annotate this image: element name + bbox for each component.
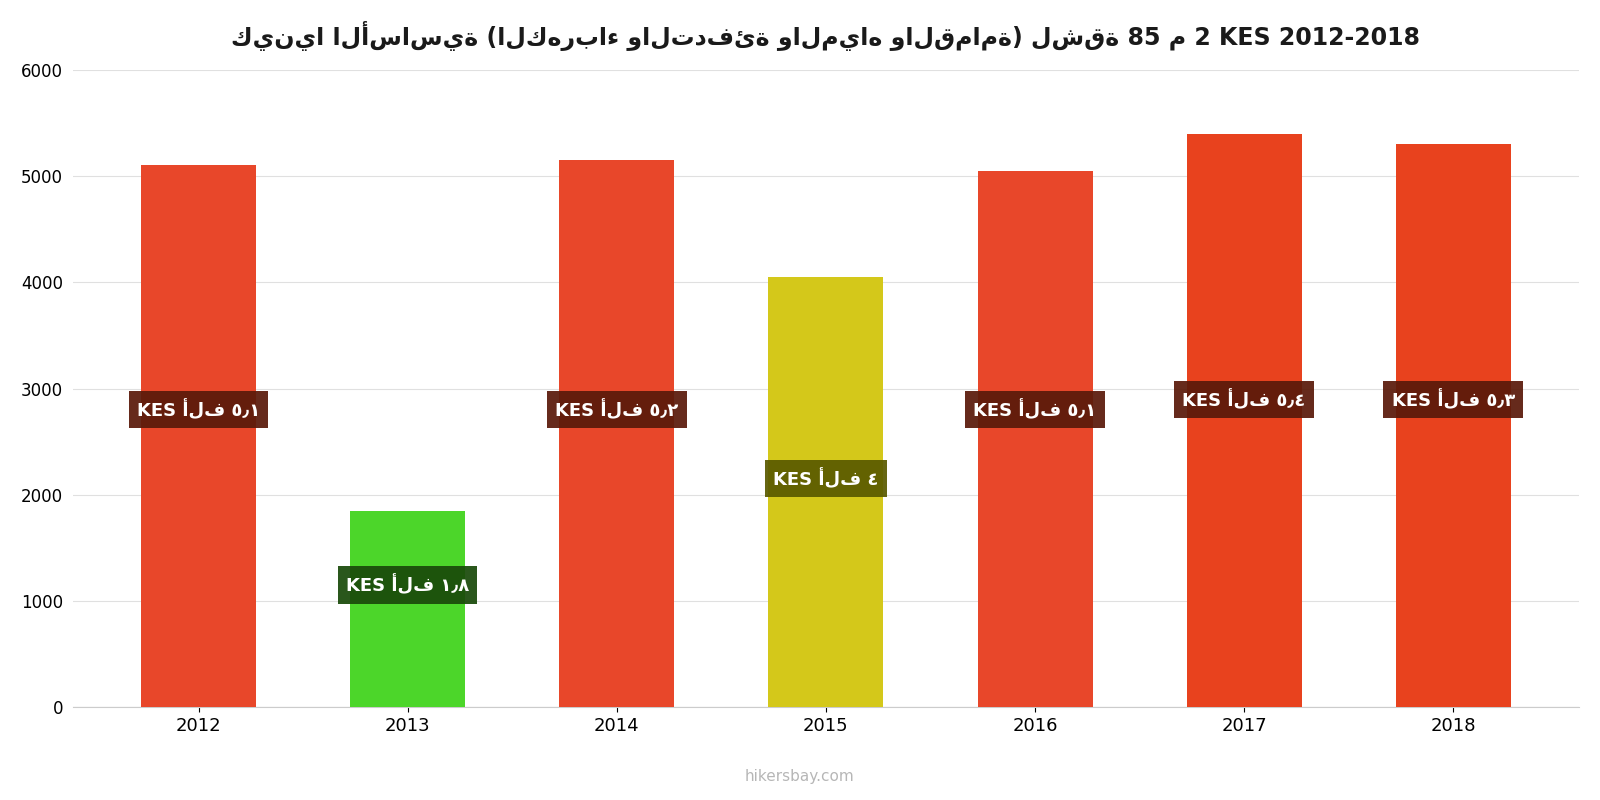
Bar <box>1187 134 1302 707</box>
Text: KES ألف ١٫٨: KES ألف ١٫٨ <box>346 574 469 595</box>
Text: KES ألف ٥٫١: KES ألف ٥٫١ <box>973 399 1096 420</box>
Bar <box>350 510 466 707</box>
Bar <box>768 277 883 707</box>
Text: KES ألف ٥٫٢: KES ألف ٥٫٢ <box>555 399 678 420</box>
Bar <box>560 160 674 707</box>
Bar <box>141 166 256 707</box>
Text: KES ألف ٤: KES ألف ٤ <box>773 468 878 490</box>
Text: KES ألف ٥٫٣: KES ألف ٥٫٣ <box>1392 389 1515 410</box>
Text: KES ألف ٥٫٤: KES ألف ٥٫٤ <box>1182 389 1306 410</box>
Text: KES ألف ٥٫١: KES ألف ٥٫١ <box>138 399 261 420</box>
Text: hikersbay.com: hikersbay.com <box>746 769 854 784</box>
Bar <box>1395 144 1510 707</box>
Title: كينيا الأساسية (الكهرباء والتدفئة والمياه والقمامة) لشقة 85 م 2 KES 2012-2018: كينيا الأساسية (الكهرباء والتدفئة والميا… <box>232 21 1421 51</box>
Bar <box>978 170 1093 707</box>
